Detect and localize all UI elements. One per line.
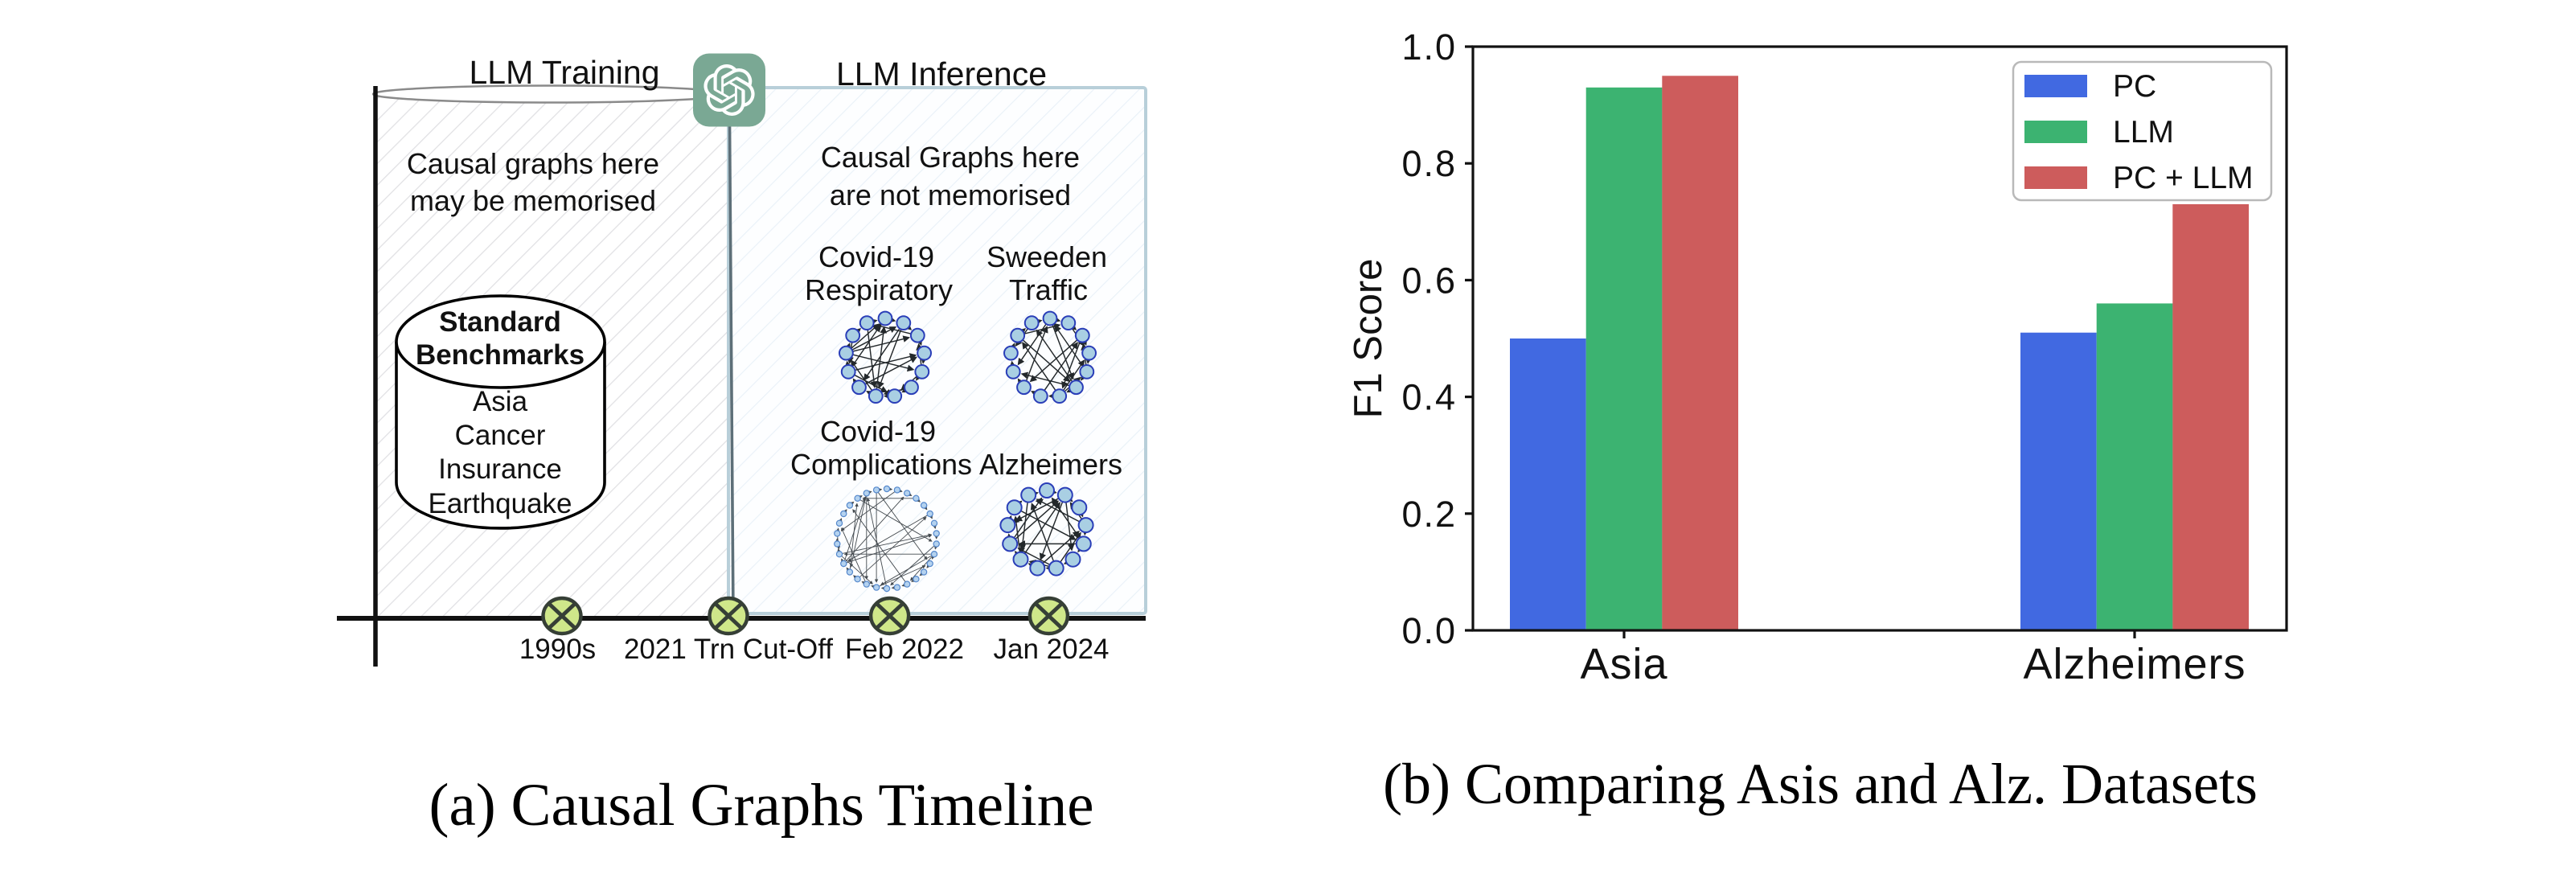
svg-text:LLM Training: LLM Training — [469, 54, 659, 91]
svg-text:are not memorised: are not memorised — [830, 178, 1071, 211]
svg-text:1.0: 1.0 — [1401, 27, 1457, 68]
svg-text:Respiratory: Respiratory — [805, 273, 953, 306]
svg-text:Sweeden: Sweeden — [987, 240, 1107, 273]
svg-text:Complications: Complications — [790, 448, 972, 481]
svg-text:1990s: 1990s — [519, 634, 596, 665]
svg-text:PC: PC — [2113, 69, 2156, 104]
svg-text:Standard: Standard — [439, 306, 561, 338]
svg-text:(a) Causal Graphs Timeline: (a) Causal Graphs Timeline — [429, 772, 1094, 839]
svg-text:Causal Graphs here: Causal Graphs here — [821, 141, 1080, 174]
svg-text:0.4: 0.4 — [1401, 377, 1457, 418]
svg-text:Alzheimers: Alzheimers — [2023, 640, 2246, 688]
svg-text:Jan 2024: Jan 2024 — [993, 634, 1109, 665]
svg-text:Earthquake: Earthquake — [428, 488, 572, 519]
svg-text:0.6: 0.6 — [1401, 260, 1457, 301]
svg-text:LLM: LLM — [2113, 115, 2174, 150]
svg-text:Feb 2022: Feb 2022 — [845, 634, 964, 665]
svg-text:LLM Inference: LLM Inference — [836, 55, 1047, 92]
svg-text:Benchmarks: Benchmarks — [416, 339, 585, 371]
svg-text:Causal graphs here: Causal graphs here — [407, 147, 659, 180]
svg-text:Alzheimers: Alzheimers — [979, 448, 1122, 481]
svg-text:0.8: 0.8 — [1401, 143, 1457, 184]
svg-text:0.0: 0.0 — [1401, 610, 1457, 651]
svg-text:Asia: Asia — [473, 386, 528, 417]
svg-text:0.2: 0.2 — [1401, 494, 1457, 535]
svg-text:may be memorised: may be memorised — [410, 184, 656, 217]
svg-text:Covid-19: Covid-19 — [818, 240, 934, 273]
svg-text:PC + LLM: PC + LLM — [2113, 161, 2254, 195]
svg-text:F1 Score: F1 Score — [1347, 259, 1390, 419]
svg-text:Traffic: Traffic — [1009, 273, 1088, 306]
svg-text:Insurance: Insurance — [438, 453, 562, 485]
svg-text:(b) Comparing Asis and Alz. Da: (b) Comparing Asis and Alz. Datasets — [1383, 752, 2258, 816]
svg-text:Covid-19: Covid-19 — [820, 415, 936, 448]
svg-text:Asia: Asia — [1580, 640, 1667, 688]
svg-text:2021 Trn Cut-Off: 2021 Trn Cut-Off — [624, 634, 833, 665]
svg-text:Cancer: Cancer — [455, 420, 546, 451]
